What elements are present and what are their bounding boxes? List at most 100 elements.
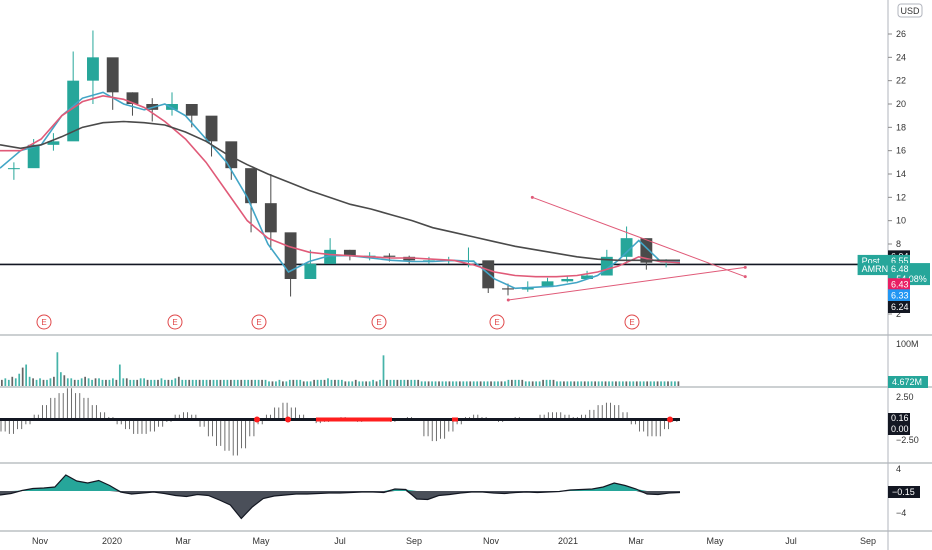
- candle-body: [600, 256, 613, 276]
- volume-bar: [309, 381, 312, 386]
- volume-bar: [295, 379, 298, 386]
- volume-bar: [177, 376, 180, 386]
- earnings-marker[interactable]: E: [489, 314, 505, 330]
- candle: [640, 238, 653, 270]
- volume-bar: [622, 381, 624, 386]
- volume-bar: [531, 381, 534, 386]
- trendline[interactable]: [506, 265, 747, 302]
- earnings-marker[interactable]: E: [167, 314, 183, 330]
- volume-bar: [368, 381, 371, 386]
- currency-badge[interactable]: USD: [897, 3, 923, 18]
- price-tag-value: 6.55: [891, 256, 909, 266]
- volume-current-tag: 4.672M: [888, 376, 928, 388]
- volume-bar: [483, 381, 485, 386]
- price-tick-label: 26: [896, 29, 906, 39]
- earnings-marker[interactable]: E: [251, 314, 267, 330]
- volume-bar: [271, 381, 274, 386]
- earnings-marker[interactable]: E: [371, 314, 387, 330]
- earnings-marker-circle[interactable]: [167, 314, 183, 330]
- oscillator-signal-dot: [254, 416, 260, 423]
- indicator-negative-area: [0, 491, 680, 519]
- volume-bar: [656, 381, 659, 386]
- volume-bar: [438, 381, 440, 386]
- currency-badge-box[interactable]: [897, 3, 923, 18]
- candle-body: [67, 80, 80, 142]
- volume-bar: [229, 379, 232, 386]
- earnings-marker-circle[interactable]: [251, 314, 267, 330]
- volume-bar: [153, 379, 156, 386]
- volume-bar: [399, 379, 402, 386]
- candle-body: [581, 275, 593, 279]
- earnings-marker-circle[interactable]: [36, 314, 52, 330]
- candle: [245, 168, 257, 233]
- volume-bar: [306, 381, 309, 386]
- indicator-line: [0, 474, 681, 520]
- volume-bar: [171, 379, 173, 386]
- price-tick-label: 8: [896, 239, 901, 249]
- earnings-marker-circle[interactable]: [371, 314, 387, 330]
- volume-bar: [452, 381, 454, 386]
- volume-bar: [580, 381, 583, 386]
- volume-bar: [275, 381, 277, 386]
- volume-bar: [511, 379, 513, 386]
- volume-bar: [545, 379, 548, 386]
- candle-body: [245, 168, 257, 204]
- volume-bar: [504, 381, 506, 386]
- earnings-marker[interactable]: E: [36, 314, 52, 330]
- volume-bar: [39, 378, 41, 386]
- volume-bar: [205, 379, 208, 386]
- volume-bar: [337, 379, 340, 386]
- trendline-anchor: [530, 195, 534, 199]
- volume-bar: [528, 381, 531, 386]
- date-tick-label: May: [706, 536, 724, 546]
- oscillator-tag-value: 0.16: [891, 413, 909, 423]
- candle: [126, 92, 139, 116]
- volume-bar: [330, 379, 333, 386]
- volume-bar: [372, 379, 374, 386]
- earnings-marker-circle[interactable]: [489, 314, 505, 330]
- volume-bar: [497, 381, 499, 386]
- volume-bar: [427, 381, 430, 386]
- trendline-anchor: [506, 298, 510, 302]
- volume-bar: [566, 381, 569, 386]
- volume-bar: [635, 381, 638, 386]
- volume-bar: [507, 379, 510, 386]
- candle-body: [324, 249, 337, 264]
- volume-bar: [628, 381, 631, 386]
- volume-bar: [254, 379, 256, 386]
- volume-bar: [361, 381, 364, 386]
- volume-bar: [639, 381, 642, 386]
- volume-bar: [674, 381, 676, 386]
- earnings-marker-circle[interactable]: [624, 314, 640, 330]
- candle-body: [343, 249, 356, 256]
- price-tag: 6.33: [888, 289, 910, 302]
- volume-bar: [66, 378, 69, 386]
- candle-body: [383, 255, 396, 257]
- volume-bar: [292, 379, 295, 386]
- volume-bar: [458, 381, 461, 386]
- date-tick-label: Jul: [785, 536, 797, 546]
- volume-bar: [514, 379, 517, 386]
- volume-bar: [164, 379, 166, 386]
- volume-bar: [327, 378, 329, 386]
- volume-bar: [87, 378, 90, 386]
- volume-bar: [188, 379, 191, 386]
- volume-bar: [115, 379, 118, 386]
- volume-bar: [341, 379, 343, 386]
- volume-bar: [431, 381, 433, 386]
- price-tag-value-box: [888, 289, 910, 302]
- volume-bar: [465, 381, 468, 386]
- volume-bar: [299, 379, 302, 386]
- indicator-axis-label: 4: [896, 464, 901, 474]
- volume-bar: [202, 379, 204, 386]
- price-tick-label: 2: [896, 309, 901, 319]
- earnings-marker[interactable]: E: [624, 314, 640, 330]
- volume-bar: [417, 379, 420, 386]
- volume-bar: [476, 381, 479, 386]
- volume-bar: [63, 375, 66, 386]
- trendline[interactable]: [530, 195, 747, 279]
- volume-bar: [615, 381, 617, 386]
- volume-bar: [393, 379, 395, 386]
- volume-bar: [35, 379, 38, 386]
